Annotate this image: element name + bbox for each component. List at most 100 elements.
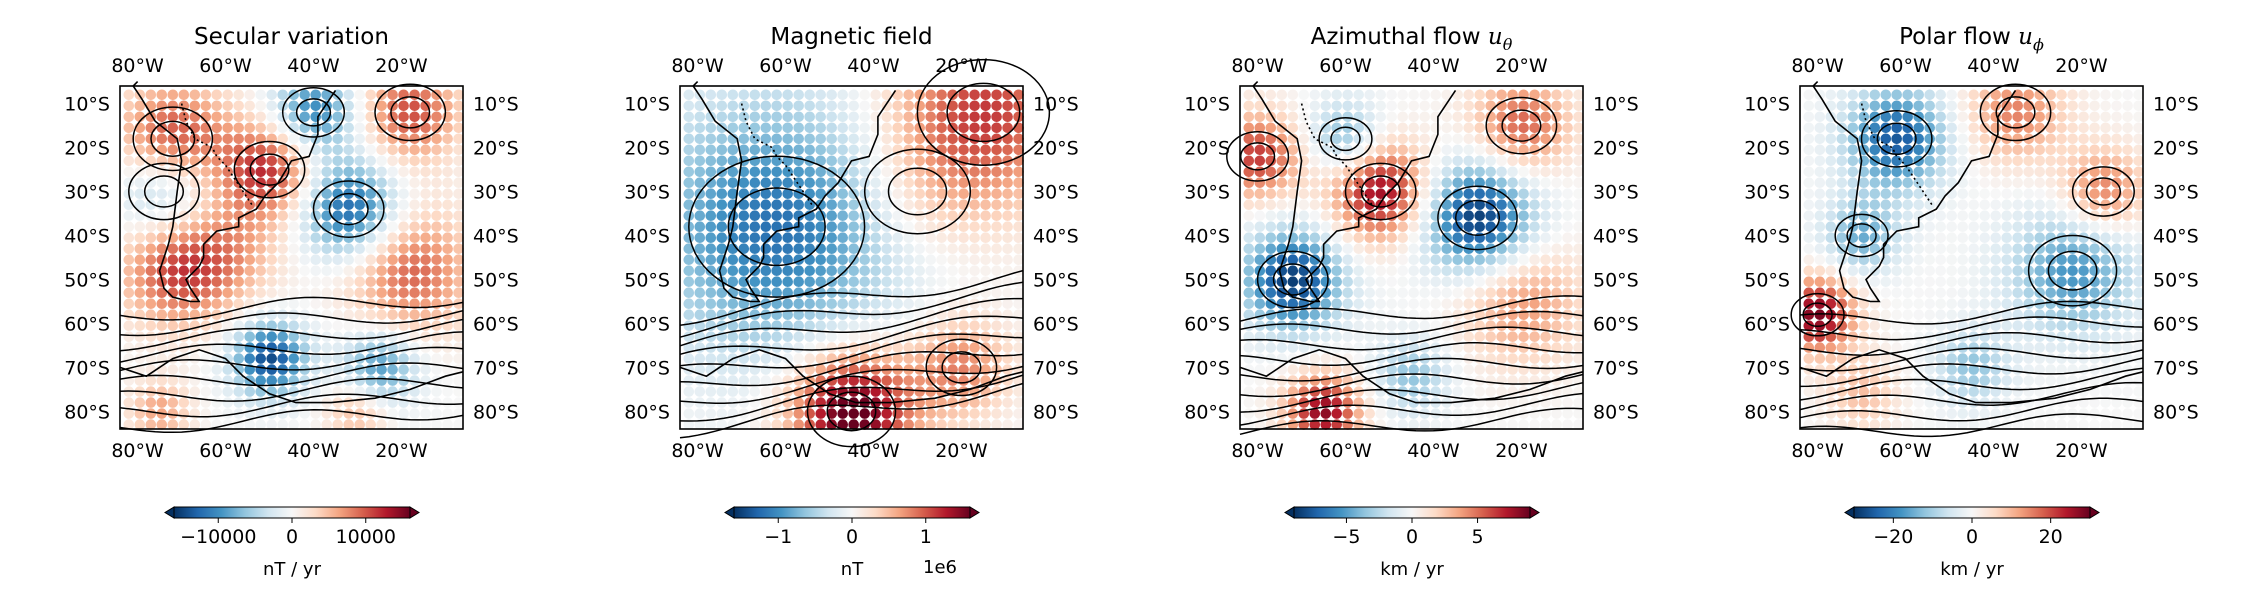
field-dot [782, 166, 793, 178]
field-dot [420, 232, 431, 243]
field-dot [804, 276, 815, 288]
y-tick-label-left: 50°S [1184, 269, 1230, 291]
field-dot [991, 397, 1002, 408]
field-dot [1485, 111, 1496, 123]
field-dot [925, 287, 936, 299]
field-dot [1287, 309, 1299, 321]
field-dot [123, 210, 135, 221]
field-dot [1935, 419, 1946, 430]
field-dot [826, 419, 837, 430]
field-dot [1935, 276, 1946, 288]
field-dot [1397, 144, 1408, 156]
field-dot [2089, 342, 2100, 353]
contour-ring [688, 155, 866, 298]
field-dot [2089, 408, 2100, 419]
x-tick-label-top: 40°W [1407, 55, 1460, 77]
field-dot [848, 375, 859, 386]
field-dot [189, 122, 201, 134]
field-dot [134, 254, 146, 265]
field-dot [387, 419, 398, 430]
field-dot [277, 166, 289, 178]
field-dot [716, 232, 728, 243]
field-dot [1913, 89, 1924, 101]
field-dot [145, 320, 157, 332]
field-dot [277, 419, 289, 430]
field-dot [1375, 342, 1386, 353]
contour-ring [1330, 126, 1361, 152]
field-dot [1002, 188, 1013, 199]
field-dot [1529, 331, 1540, 343]
field-dot [255, 254, 266, 265]
field-dot [1441, 364, 1452, 375]
field-dot [1847, 265, 1859, 277]
field-dot [2001, 111, 2012, 123]
field-dot [1858, 287, 1870, 299]
field-dot [782, 364, 793, 375]
field-dot [683, 89, 695, 101]
field-dot [266, 309, 278, 321]
field-dot [343, 342, 355, 353]
field-dot [1419, 287, 1430, 299]
field-dot [1265, 298, 1277, 310]
field-dot [134, 243, 146, 254]
field-dot [1485, 122, 1496, 134]
field-dot [1013, 188, 1024, 199]
field-dot [299, 89, 311, 101]
field-dot [694, 177, 706, 188]
field-dot [793, 298, 804, 310]
field-dot [1518, 287, 1529, 299]
field-dot [1408, 89, 1419, 101]
field-dot [453, 243, 464, 254]
field-dot [727, 166, 739, 178]
field-dot [1375, 122, 1386, 134]
field-dot [683, 353, 695, 364]
field-dot [1342, 298, 1353, 310]
field-dot [1529, 122, 1540, 134]
field-dot [398, 221, 409, 232]
field-dot [1353, 298, 1364, 310]
field-dot [716, 111, 728, 123]
field-dot [683, 188, 695, 199]
field-dot [343, 144, 355, 156]
field-dot [277, 309, 289, 321]
field-dot [134, 100, 146, 112]
field-dot [1254, 232, 1266, 243]
field-dot [1968, 122, 1979, 134]
field-dot [1968, 100, 1979, 112]
y-tick-label-right: 70°S [1593, 357, 1639, 379]
field-dot [1331, 309, 1342, 321]
field-dot [1935, 320, 1946, 332]
field-dot [782, 331, 793, 343]
field-dot [1331, 188, 1342, 199]
field-dot [947, 100, 958, 112]
field-dot [859, 177, 870, 188]
field-dot [134, 265, 146, 277]
field-dot [1397, 353, 1408, 364]
field-dot [288, 386, 300, 397]
field-dot [2034, 144, 2045, 156]
field-dot [804, 408, 815, 419]
field-dot [1265, 265, 1277, 277]
field-dot [1331, 210, 1342, 221]
field-dot [2034, 309, 2045, 321]
field-dot [1419, 265, 1430, 277]
field-dot [376, 221, 387, 232]
field-dot [1485, 166, 1496, 178]
field-dot [1430, 122, 1441, 134]
field-dot [925, 221, 936, 232]
field-dot [1342, 166, 1353, 178]
y-tick-label-right: 60°S [2153, 313, 2199, 335]
field-dot [1529, 243, 1540, 254]
field-dot [332, 144, 344, 156]
field-dot [2111, 331, 2122, 343]
field-dot [1002, 210, 1013, 221]
field-dot [1957, 133, 1968, 145]
field-dot [1957, 188, 1968, 199]
field-dot [793, 144, 804, 156]
field-dot [1430, 375, 1441, 386]
field-dot [782, 188, 793, 199]
field-dot [1891, 221, 1902, 232]
field-dot [200, 199, 212, 210]
field-dot [299, 265, 311, 277]
field-dot [310, 243, 322, 254]
